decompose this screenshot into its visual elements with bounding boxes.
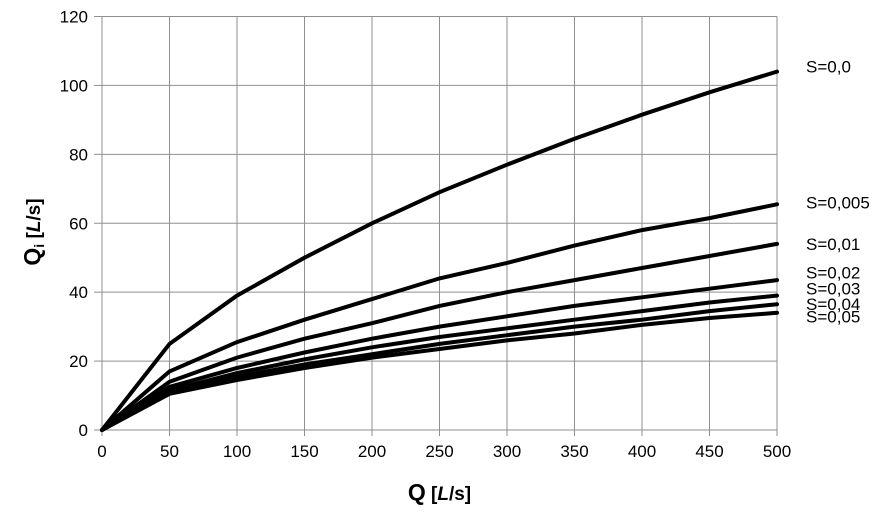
x-axis-symbol: Q (407, 479, 426, 505)
curve-s-0-02 (100, 278, 779, 432)
x-tick-label-50: 50 (160, 442, 179, 461)
y-axis-subscript: i (31, 243, 47, 248)
x-tick-label-100: 100 (223, 442, 251, 461)
y-tick-label-120: 120 (60, 8, 88, 27)
series-label-s-0-03: S=0,03 (806, 279, 860, 298)
curve-s-0-0 (100, 69, 779, 432)
y-tick-label-80: 80 (69, 145, 88, 164)
series-label-s-0-04: S=0,04 (806, 295, 860, 314)
y-tick-label-100: 100 (60, 76, 88, 95)
x-axis-unit-letter: L (437, 484, 449, 505)
y-tick-label-40: 40 (69, 283, 88, 302)
series-label-s-0-0: S=0,0 (806, 57, 851, 76)
y-axis-unit: [L/s] (24, 198, 45, 243)
y-axis-unit-open: [ (24, 232, 45, 244)
x-tick-label-400: 400 (628, 442, 656, 461)
x-tick-label-200: 200 (358, 442, 386, 461)
series-label-s-0-005: S=0,005 (806, 194, 870, 213)
series-label-s-0-05: S=0,05 (806, 308, 860, 327)
x-axis-unit-close: /s] (448, 484, 472, 505)
y-tick-label-60: 60 (69, 214, 88, 233)
curve-s-0-01 (100, 241, 779, 432)
curve-s-0-005 (100, 202, 779, 432)
x-tick-label-150: 150 (290, 442, 318, 461)
curve-s-0-05 (100, 310, 779, 432)
y-axis-symbol: Q (19, 247, 45, 266)
y-tick-label-20: 20 (69, 352, 88, 371)
y-axis-title: Qi [L/s] (17, 82, 47, 382)
x-tick-label-500: 500 (763, 442, 791, 461)
y-axis-unit-letter: L (24, 220, 45, 233)
x-tick-label-250: 250 (425, 442, 453, 461)
x-axis-unit: [L/s] (426, 484, 471, 505)
x-axis-unit-open: [ (425, 484, 438, 505)
x-tick-label-350: 350 (560, 442, 588, 461)
series-label-s-0-02: S=0,02 (806, 264, 860, 283)
series-label-s-0-01: S=0,01 (806, 235, 860, 254)
curve-s-0-04 (100, 302, 779, 432)
x-tick-label-0: 0 (97, 442, 106, 461)
x-tick-label-300: 300 (493, 442, 521, 461)
curve-s-0-03 (100, 293, 779, 432)
y-axis-unit-close: /s] (24, 198, 45, 221)
x-tick-label-450: 450 (695, 442, 723, 461)
x-axis-title: Q [L/s] (102, 479, 777, 506)
y-tick-label-0: 0 (79, 421, 88, 440)
